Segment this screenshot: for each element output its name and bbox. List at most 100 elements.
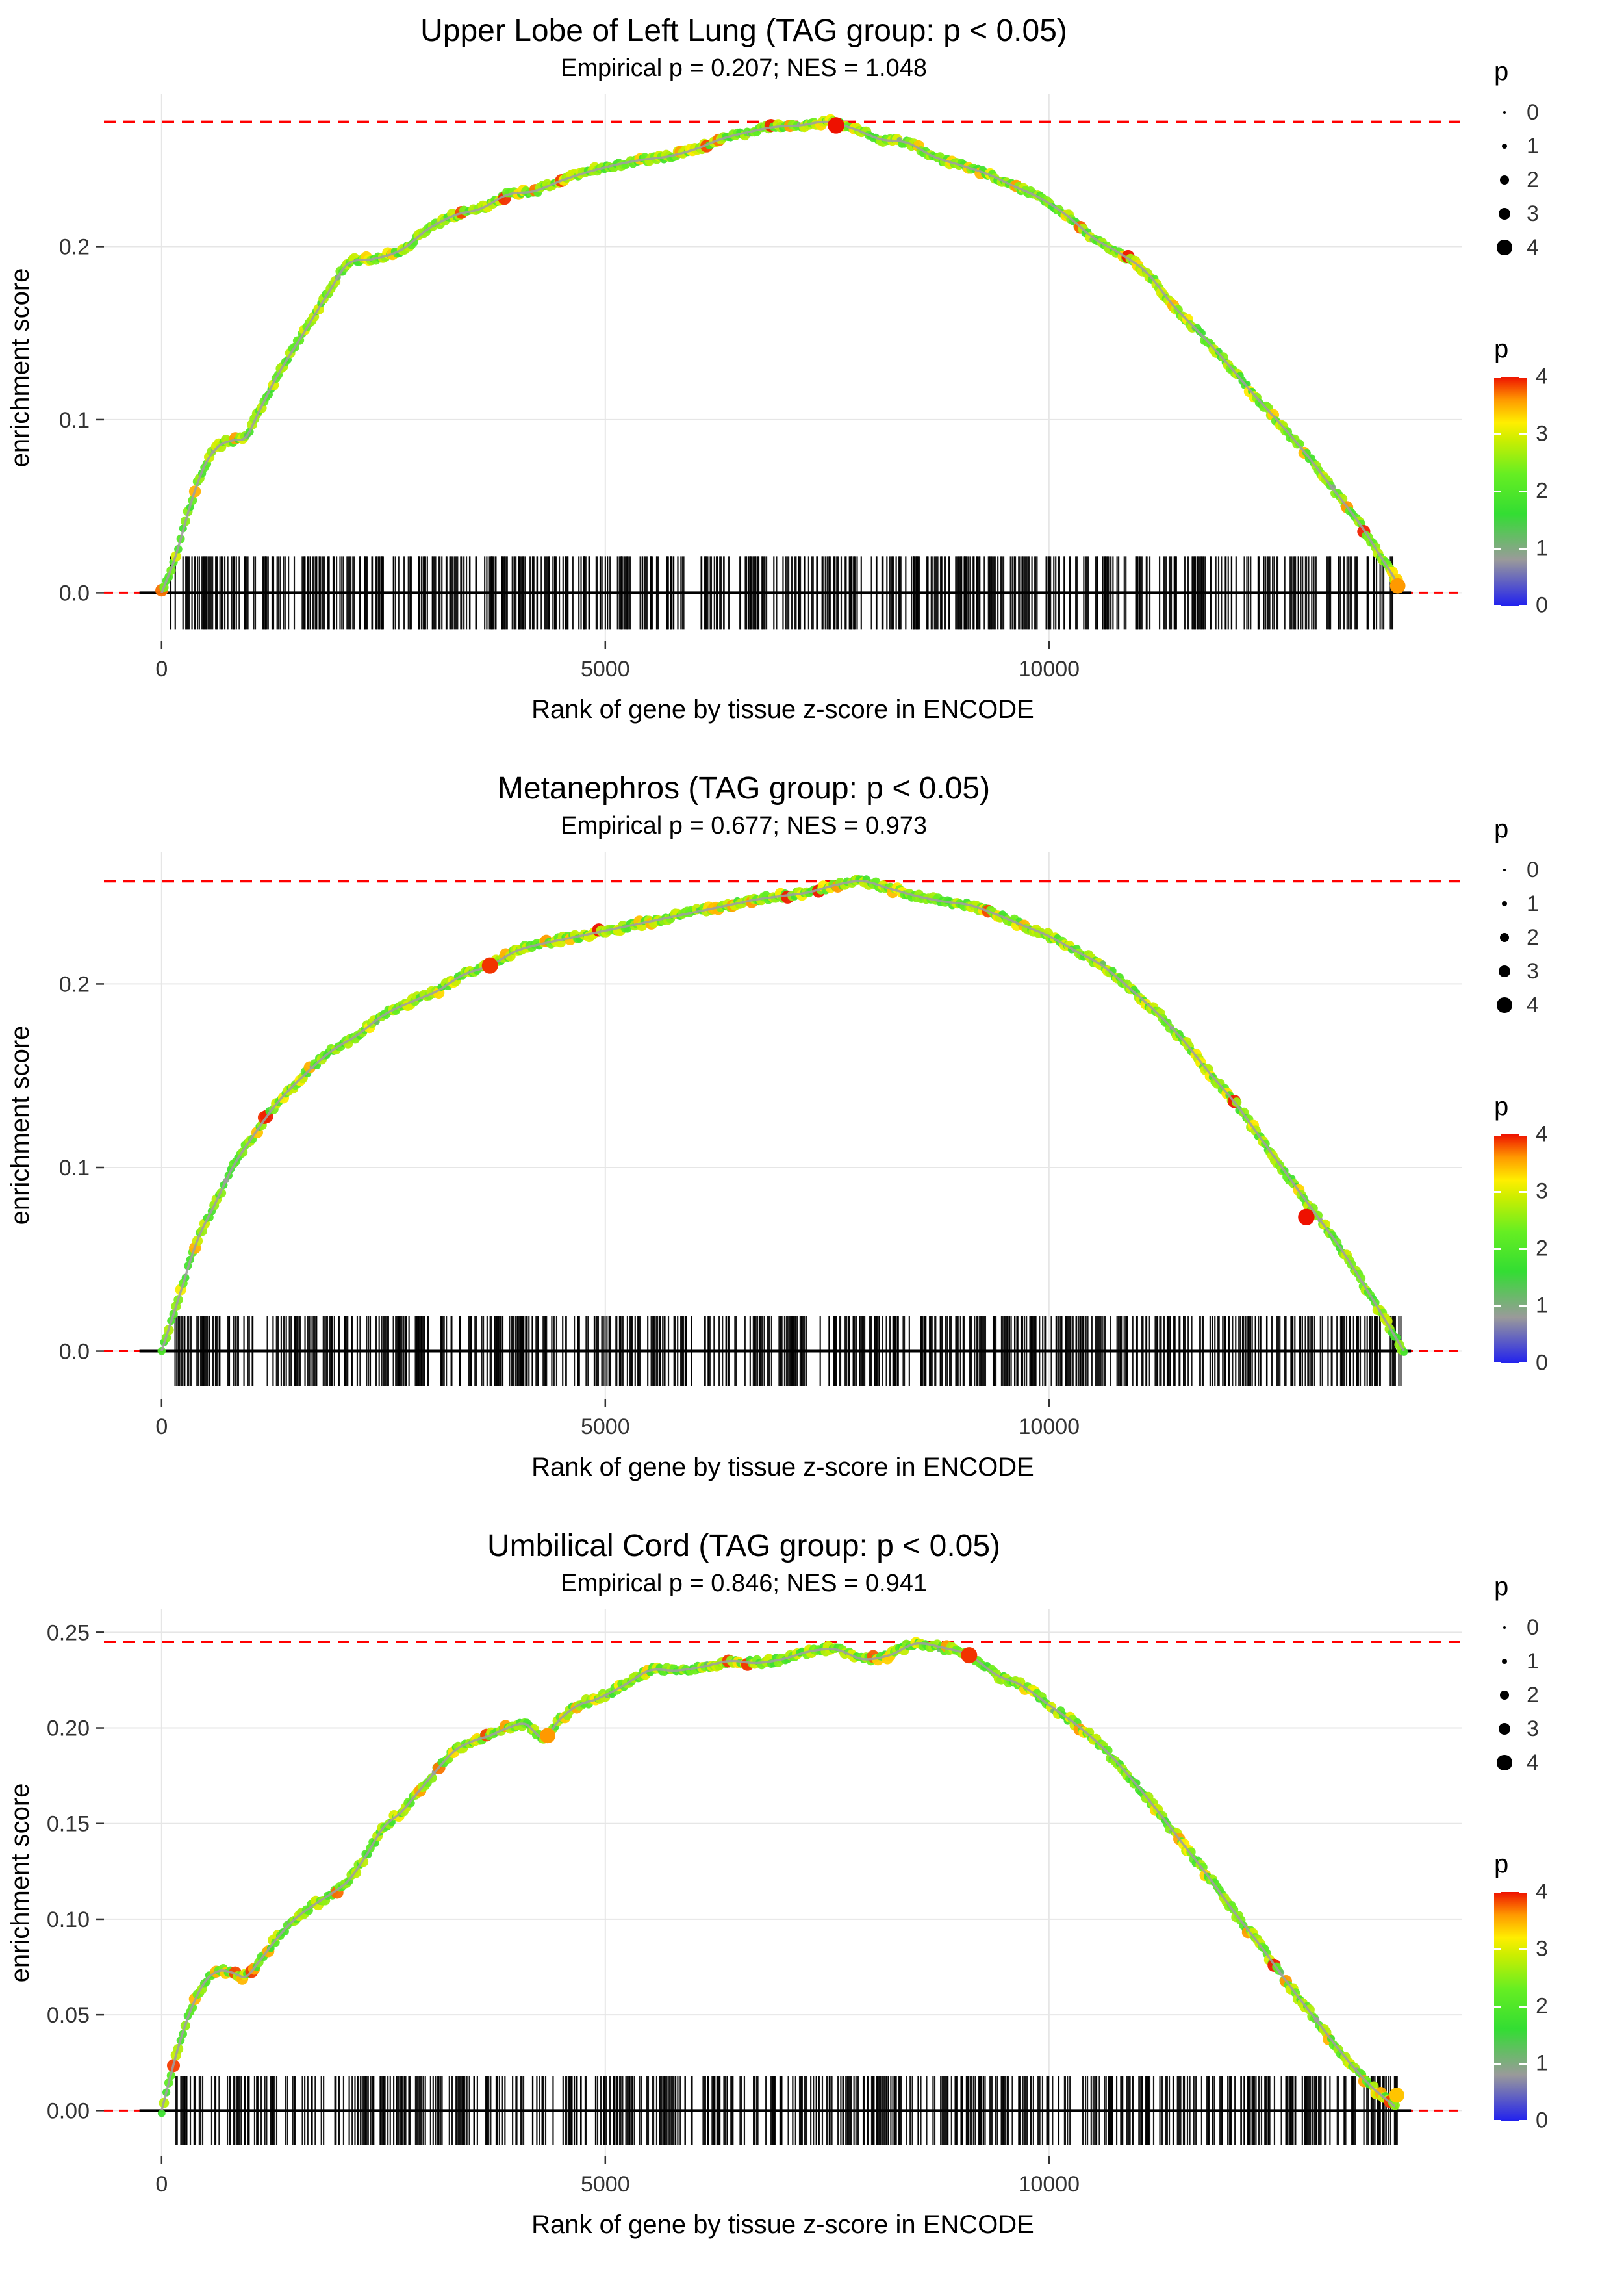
- size-legend-dot-cell: [1488, 1658, 1521, 1665]
- panel-title: Metanephros (TAG group: p < 0.05): [497, 771, 991, 806]
- axes: 0 5000 10000 0.0 0.1 0.2 Rank of gene by tissu…: [6, 235, 1080, 724]
- y-tick-label: 0.05: [47, 2003, 90, 2028]
- highlight-point: [961, 1647, 978, 1664]
- size-legend-dot-cell: [1488, 933, 1521, 942]
- colorbar-tick: [1519, 1305, 1527, 1307]
- x-tick-label: 0: [155, 1414, 168, 1439]
- colorbar: 4 3 2 1 0: [1494, 364, 1611, 620]
- colorbar-tick: [1494, 1133, 1501, 1136]
- colorbar-tick: [1519, 1362, 1527, 1364]
- highlight-point: [828, 117, 844, 134]
- colorbar-tick: [1519, 490, 1527, 492]
- size-legend-dot: [1503, 1626, 1506, 1629]
- y-tick-label: 0.0: [59, 1340, 90, 1364]
- size-legend: p 0 1 2 3 4: [1488, 1572, 1624, 1780]
- enrichment-panel-upper-lobe-left-lung: Upper Lobe of Left Lung (TAG group: p < …: [0, 0, 1624, 758]
- color-legend: p 4 3 2 1 0: [1488, 1850, 1624, 2135]
- size-legend-dot-cell: [1488, 1722, 1521, 1735]
- plot-column: Upper Lobe of Left Lung (TAG group: p < …: [0, 0, 1488, 758]
- size-legend-entry: 3: [1488, 954, 1624, 988]
- size-legend-dot: [1501, 901, 1508, 907]
- panel-subtitle: Empirical p = 0.207; NES = 1.048: [561, 55, 927, 83]
- x-tick-label: 5000: [581, 2172, 630, 2197]
- plot-column: Umbilical Cord (TAG group: p < 0.05) Emp…: [0, 1515, 1488, 2273]
- curve-point: [1103, 1746, 1113, 1756]
- y-tick-label: 0.0: [59, 581, 90, 606]
- y-tick-label: 0.25: [47, 1620, 90, 1645]
- colorbar-tick: [1494, 490, 1501, 492]
- x-axis-label: Rank of gene by tissue z-score in ENCODE: [531, 2210, 1034, 2239]
- colorbar-tick: [1519, 2005, 1527, 2008]
- size-legend-label: 1: [1527, 1648, 1539, 1674]
- size-legend-entries: 0 1 2 3 4: [1488, 853, 1624, 1022]
- size-legend-label: 2: [1527, 1682, 1539, 1707]
- y-tick-label: 0.00: [47, 2099, 90, 2123]
- gene-rug: [174, 1316, 1402, 1386]
- y-tick-label: 0.1: [59, 408, 90, 433]
- size-legend-entry: 0: [1488, 1611, 1624, 1644]
- color-legend: p 4 3 2 1 0: [1488, 335, 1624, 620]
- size-legend-dot-cell: [1488, 143, 1521, 149]
- size-legend-entry: 0: [1488, 853, 1624, 887]
- size-legend-dot: [1500, 1691, 1509, 1700]
- size-legend-dot: [1497, 1755, 1512, 1770]
- x-axis-label: Rank of gene by tissue z-score in ENCODE: [531, 1453, 1034, 1481]
- curve-point: [1232, 1097, 1242, 1108]
- y-tick-label: 0.15: [47, 1812, 90, 1837]
- size-legend-entry: 0: [1488, 96, 1624, 129]
- colorbar-tick: [1494, 1891, 1501, 1893]
- size-legend-dot-cell: [1488, 207, 1521, 220]
- size-legend-dot: [1500, 175, 1509, 185]
- colorbar-tick: [1494, 2119, 1501, 2122]
- size-legend-title: p: [1494, 1572, 1509, 1601]
- y-tick-label: 0.1: [59, 1156, 90, 1181]
- colorbar-tick: [1519, 1133, 1527, 1136]
- enrichment-chart: 0 5000 10000 0.00 0.05 0.10 0.15 0.20 0.25 Rank o…: [0, 1597, 1488, 2254]
- plot-background: [0, 839, 1488, 1496]
- colorbar-label: 2: [1536, 1236, 1548, 1261]
- size-legend-dot: [1498, 207, 1511, 220]
- colorbar-tick: [1519, 376, 1527, 378]
- y-tick-label: 0.2: [59, 235, 90, 259]
- highlight-point: [540, 1728, 555, 1744]
- colorbar-label: 0: [1536, 593, 1548, 618]
- x-tick-label: 10000: [1019, 657, 1080, 682]
- curve-point: [1198, 329, 1206, 337]
- colorbar-label: 0: [1536, 2108, 1548, 2133]
- colorbar-label: 3: [1536, 1936, 1548, 1961]
- size-legend-dot: [1498, 1722, 1511, 1735]
- color-legend-title: p: [1494, 1850, 1509, 1878]
- enrichment-panel-umbilical-cord: Umbilical Cord (TAG group: p < 0.05) Emp…: [0, 1515, 1624, 2273]
- colorbar-tick: [1494, 1362, 1501, 1364]
- size-legend-entry: 1: [1488, 887, 1624, 921]
- y-axis-label: enrichment score: [6, 268, 34, 468]
- size-legend-label: 3: [1527, 958, 1539, 984]
- colorbar-label: 1: [1536, 1293, 1548, 1318]
- colorbar-tick: [1494, 604, 1501, 607]
- colorbar-tick: [1494, 433, 1501, 435]
- enrichment-curve-line: [160, 120, 1401, 594]
- size-legend-dot: [1497, 240, 1512, 255]
- size-legend-entries: 0 1 2 3 4: [1488, 96, 1624, 264]
- curve-point: [157, 2109, 166, 2117]
- size-legend-label: 0: [1527, 1615, 1539, 1640]
- plot-background: [0, 82, 1488, 739]
- size-legend-dot: [1498, 965, 1511, 978]
- highlight-point: [1389, 578, 1406, 594]
- size-legend-entry: 2: [1488, 1678, 1624, 1712]
- colorbar-label: 2: [1536, 1993, 1548, 2019]
- colorbar-tick: [1519, 433, 1527, 435]
- colorbar-tick: [1519, 2062, 1527, 2065]
- legend-column: p 0 1 2 3 4 p 4 3 2 1 0: [1488, 1515, 1624, 2273]
- colorbar-label: 1: [1536, 535, 1548, 561]
- size-legend-label: 0: [1527, 857, 1539, 882]
- size-legend-dot-cell: [1488, 1626, 1521, 1629]
- size-legend-label: 1: [1527, 133, 1539, 159]
- highlight-points: [481, 957, 1315, 1225]
- size-legend-title: p: [1494, 815, 1509, 843]
- size-legend-dot: [1501, 1658, 1508, 1665]
- color-legend-title: p: [1494, 1092, 1509, 1121]
- size-legend-label: 1: [1527, 891, 1539, 916]
- colorbar-tick: [1494, 1190, 1501, 1193]
- size-legend-label: 2: [1527, 925, 1539, 950]
